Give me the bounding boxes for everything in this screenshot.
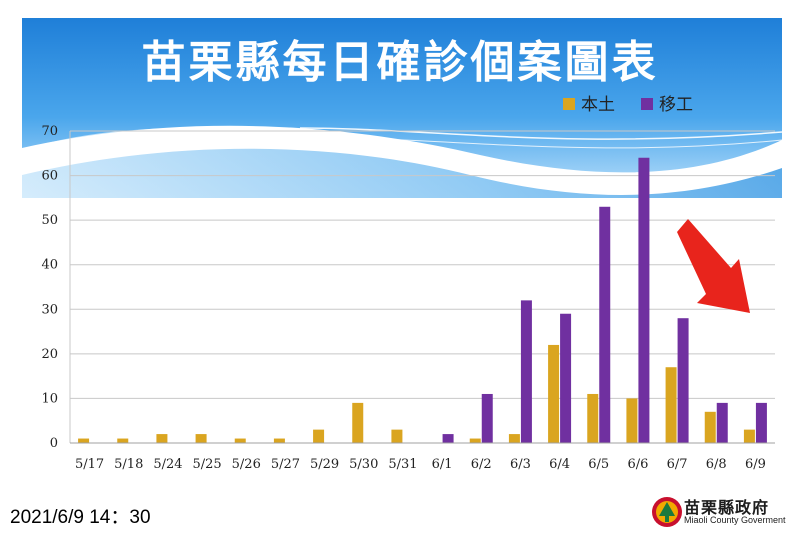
y-tick-label: 60 bbox=[41, 169, 58, 184]
bar-migrant bbox=[520, 300, 532, 443]
government-name: 苗栗縣政府 bbox=[684, 498, 770, 517]
bar-local bbox=[391, 429, 403, 443]
bar-local bbox=[313, 429, 325, 443]
x-tick-label: 5/18 bbox=[114, 457, 143, 472]
x-tick-label: 5/25 bbox=[192, 457, 221, 472]
header-background bbox=[22, 18, 783, 198]
bar-migrant bbox=[442, 434, 454, 443]
x-tick-label: 5/17 bbox=[75, 457, 104, 472]
x-tick-label: 5/29 bbox=[310, 457, 339, 472]
legend-swatch-local bbox=[563, 98, 575, 110]
bar-local bbox=[508, 434, 520, 443]
x-tick-label: 6/9 bbox=[745, 457, 766, 472]
bar-local bbox=[469, 438, 481, 443]
bar-local bbox=[195, 434, 207, 443]
bar-local bbox=[78, 438, 90, 443]
government-english-name: Miaoli County Goverment bbox=[684, 515, 786, 525]
x-tick-label: 6/1 bbox=[432, 457, 453, 472]
bar-migrant bbox=[599, 206, 611, 443]
x-tick-label: 5/26 bbox=[232, 457, 261, 472]
bar-local bbox=[743, 429, 755, 443]
bar-local bbox=[273, 438, 285, 443]
bar-local bbox=[352, 402, 364, 443]
x-tick-label: 5/30 bbox=[349, 457, 378, 472]
bar-local bbox=[117, 438, 129, 443]
chart-title: 苗栗縣每日確診個案圖表 bbox=[142, 37, 659, 88]
y-axis: 0 10 20 30 40 50 60 70 bbox=[41, 124, 71, 451]
x-tick-label: 5/24 bbox=[153, 457, 182, 472]
legend-label-local: 本土 bbox=[581, 95, 615, 115]
red-arrow-icon bbox=[677, 219, 750, 313]
bar-local bbox=[626, 398, 638, 443]
bars bbox=[78, 157, 767, 443]
bar-local bbox=[587, 393, 599, 443]
y-tick-label: 40 bbox=[41, 258, 58, 273]
x-tick-label: 6/3 bbox=[510, 457, 531, 472]
bar-migrant bbox=[481, 393, 493, 443]
x-tick-label: 5/27 bbox=[271, 457, 300, 472]
x-axis: 5/17 5/18 5/24 5/25 5/26 5/27 5/29 5/30 5/31 6/1 6… bbox=[70, 442, 775, 472]
bar-migrant bbox=[560, 313, 572, 443]
legend: 本土 移工 bbox=[563, 95, 693, 115]
x-tick-label: 6/7 bbox=[667, 457, 688, 472]
legend-swatch-migrant bbox=[641, 98, 653, 110]
y-tick-label: 20 bbox=[41, 347, 58, 362]
bar-local bbox=[234, 438, 246, 443]
government-logo bbox=[652, 497, 682, 527]
y-tick-label: 0 bbox=[50, 436, 58, 451]
legend-label-migrant: 移工 bbox=[659, 95, 693, 115]
timestamp: 2021/6/9 14：30 bbox=[10, 507, 151, 528]
y-tick-label: 10 bbox=[41, 391, 58, 406]
x-tick-label: 6/4 bbox=[549, 457, 570, 472]
bar-local bbox=[548, 344, 560, 443]
bar-local bbox=[704, 411, 716, 443]
y-tick-label: 50 bbox=[41, 213, 58, 228]
y-tick-label: 70 bbox=[41, 124, 58, 139]
bar-migrant bbox=[716, 402, 728, 443]
bar-migrant bbox=[638, 157, 650, 443]
x-tick-label: 6/5 bbox=[588, 457, 609, 472]
bar-local bbox=[665, 367, 677, 443]
y-tick-label: 30 bbox=[41, 302, 58, 317]
x-tick-label: 6/8 bbox=[706, 457, 727, 472]
bar-migrant bbox=[755, 402, 767, 443]
bar-migrant bbox=[677, 318, 689, 443]
x-tick-label: 6/6 bbox=[627, 457, 648, 472]
bar-local bbox=[156, 434, 168, 443]
x-tick-label: 6/2 bbox=[471, 457, 492, 472]
x-tick-label: 5/31 bbox=[388, 457, 417, 472]
